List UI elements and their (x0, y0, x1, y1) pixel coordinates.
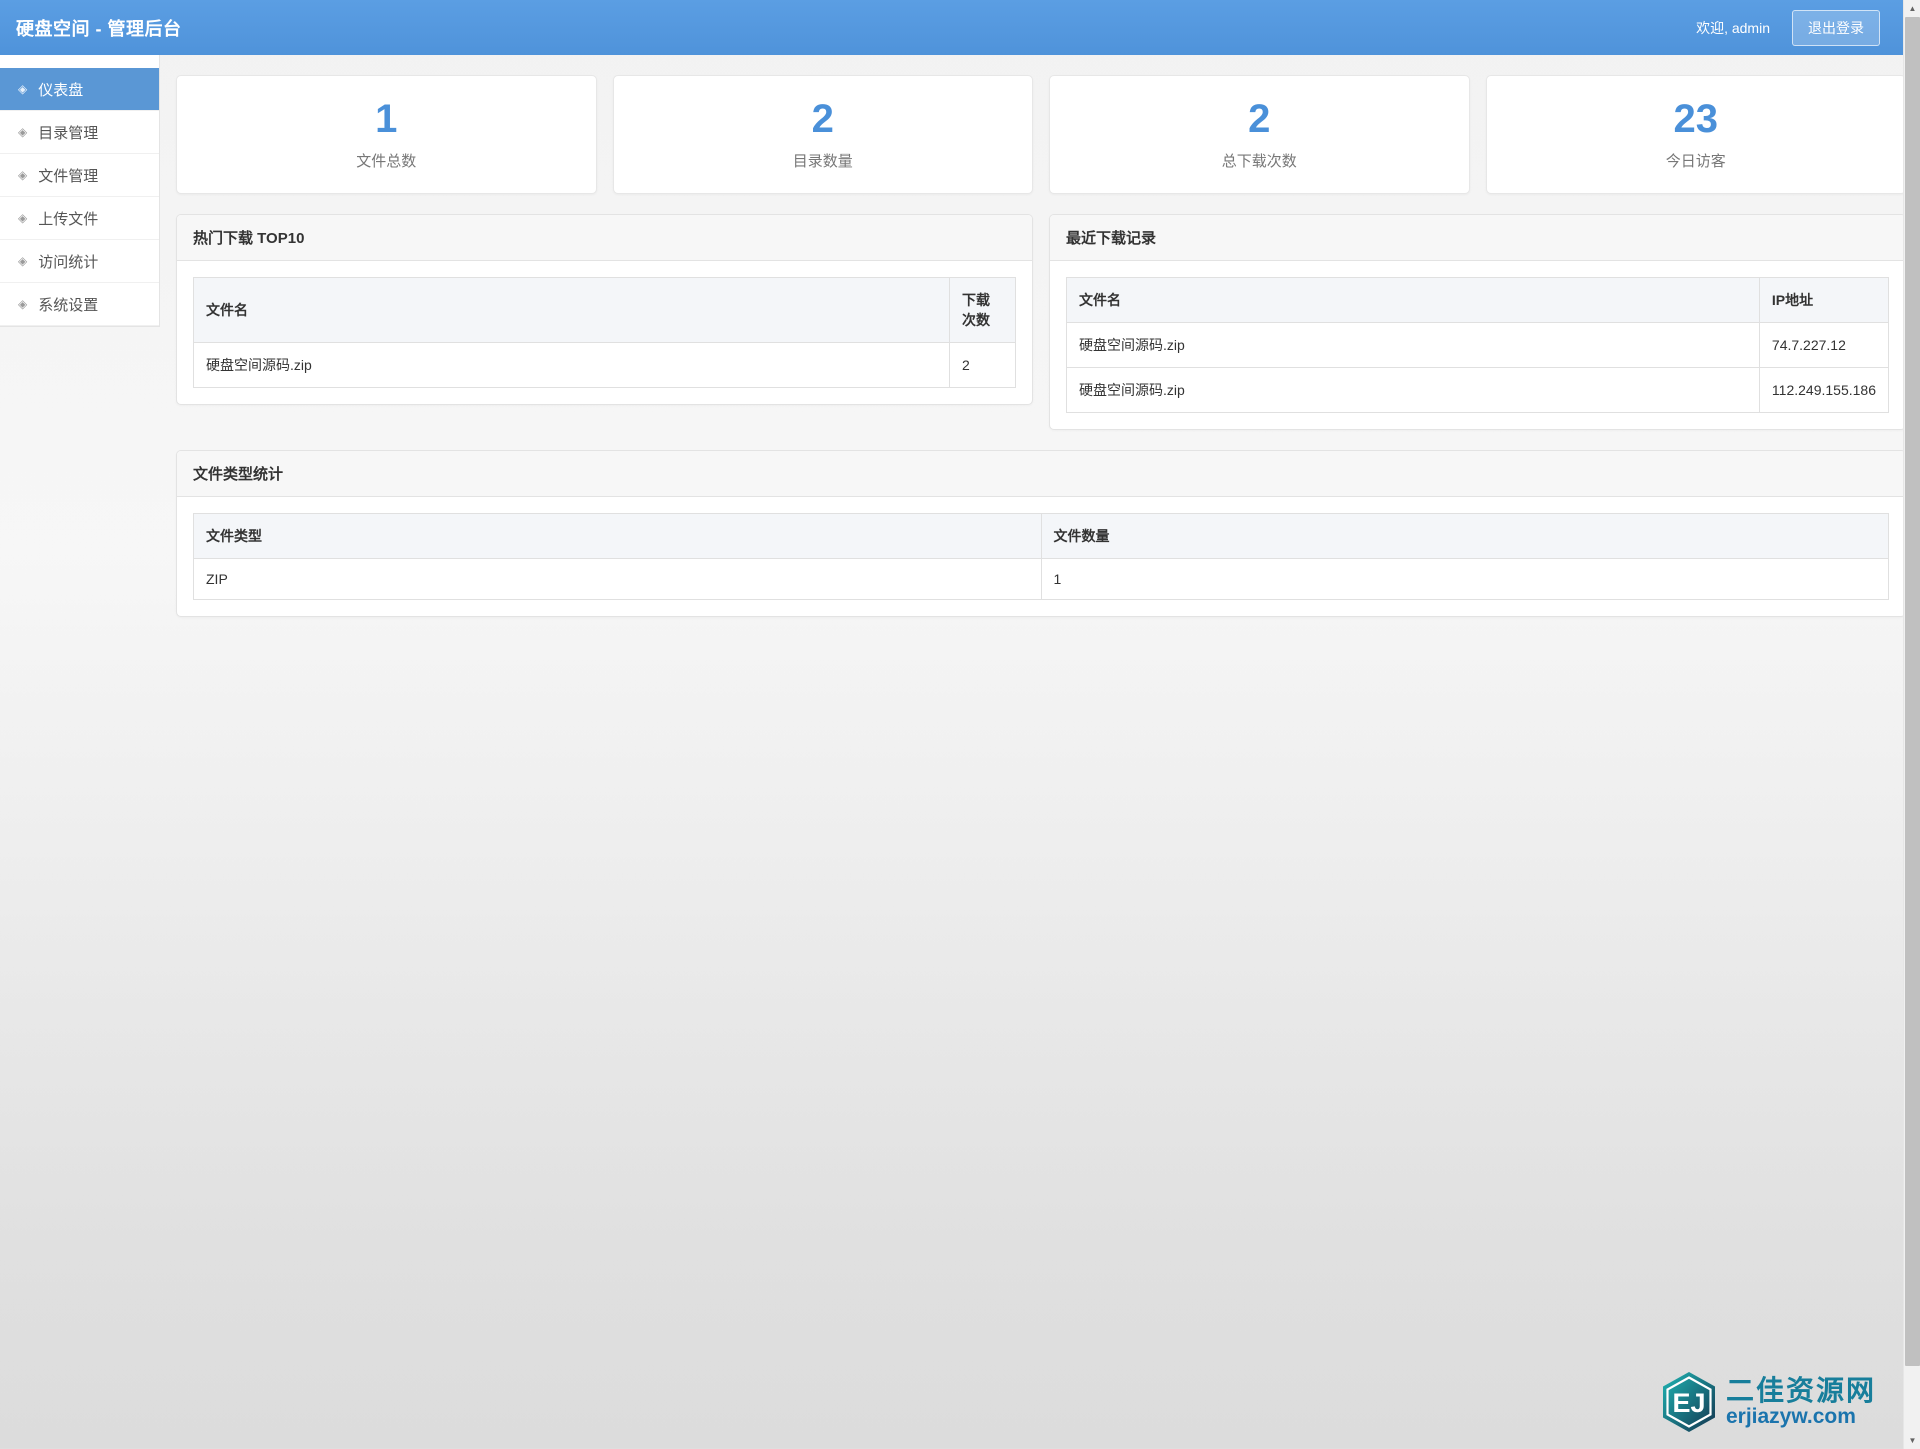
stat-value: 2 (1248, 97, 1271, 141)
site-url: erjiazyw.com (1725, 1404, 1856, 1428)
scrollbar-thumb[interactable] (1905, 17, 1920, 1366)
welcome-text: 欢迎, admin (1696, 19, 1770, 36)
stat-label: 文件总数 (356, 153, 417, 170)
cell-ip-address: 74.7.227.12 (1758, 322, 1890, 368)
panel-title: 文件类型统计 (177, 451, 1905, 497)
sidebar-item-visit-statistics[interactable]: ◈ 访问统计 (0, 240, 159, 283)
panel-file-type-statistics: 文件类型统计 文件类型 文件数量 ZIP 1 (176, 450, 1906, 617)
column-header-file-count: 文件数量 (1040, 513, 1889, 559)
sidebar-item-file-management[interactable]: ◈ 文件管理 (0, 154, 159, 197)
stats-row: 1 文件总数 2 目录数量 2 总下载次数 23 今日访客 (176, 75, 1906, 194)
stat-card-directory-count: 2 目录数量 (612, 75, 1033, 194)
stat-card-total-files: 1 文件总数 (176, 75, 597, 194)
sidebar-item-label: 系统设置 (38, 296, 99, 314)
sidebar-item-directory-management[interactable]: ◈ 目录管理 (0, 111, 159, 154)
table-row: 硬盘空间源码.zip 112.249.155.186 (1066, 367, 1890, 413)
panels-row: 热门下载 TOP10 文件名 下载次数 硬盘空间源码.zip 2 (176, 214, 1906, 430)
diamond-bullet-icon: ◈ (18, 125, 28, 139)
column-header-ip-address: IP地址 (1758, 277, 1890, 323)
hexagon-logo-icon: EJ (1662, 1372, 1715, 1432)
main-content: 1 文件总数 2 目录数量 2 总下载次数 23 今日访客 热门下载 TOP10 (160, 55, 1920, 617)
sidebar-item-system-settings[interactable]: ◈ 系统设置 (0, 283, 159, 326)
app-title: 硬盘空间 - 管理后台 (16, 18, 182, 39)
file-types-table: 文件类型 文件数量 ZIP 1 (193, 513, 1889, 600)
diamond-bullet-icon: ◈ (18, 254, 28, 268)
sidebar: ◈ 仪表盘 ◈ 目录管理 ◈ 文件管理 ◈ 上传文件 ◈ 访问统计 ◈ 系统设置 (0, 55, 160, 327)
cell-file-count: 1 (1040, 558, 1889, 600)
panel-recent-downloads: 最近下载记录 文件名 IP地址 硬盘空间源码.zip 74.7. (1049, 214, 1906, 430)
diamond-bullet-icon: ◈ (18, 211, 28, 225)
panel-title: 热门下载 TOP10 (177, 215, 1032, 261)
stat-value: 2 (811, 97, 834, 141)
sidebar-item-upload-file[interactable]: ◈ 上传文件 (0, 197, 159, 240)
stat-label: 目录数量 (792, 153, 853, 170)
panel-title: 最近下载记录 (1050, 215, 1905, 261)
stat-value: 1 (375, 97, 398, 141)
stat-label: 今日访客 (1665, 153, 1726, 170)
hot-downloads-table: 文件名 下载次数 硬盘空间源码.zip 2 (193, 277, 1016, 388)
cell-file-type: ZIP (193, 558, 1042, 600)
cell-filename: 硬盘空间源码.zip (193, 342, 950, 388)
sidebar-item-dashboard[interactable]: ◈ 仪表盘 (0, 68, 159, 111)
table-row: ZIP 1 (193, 558, 1889, 600)
site-watermark: EJ 二佳资源网 erjiazyw.com (1661, 1371, 1876, 1433)
scroll-down-arrow-icon[interactable]: ▼ (1908, 1436, 1917, 1445)
stat-label: 总下载次数 (1221, 153, 1297, 170)
stat-value: 23 (1673, 97, 1719, 141)
diamond-bullet-icon: ◈ (18, 82, 28, 96)
sidebar-item-label: 访问统计 (38, 253, 99, 271)
column-header-download-count: 下载次数 (949, 277, 1016, 343)
cell-filename: 硬盘空间源码.zip (1066, 322, 1760, 368)
sidebar-item-label: 仪表盘 (38, 81, 84, 99)
sidebar-item-label: 文件管理 (38, 167, 99, 185)
panel-body: 文件名 IP地址 硬盘空间源码.zip 74.7.227.12 硬盘空间源码.z… (1050, 261, 1905, 429)
table-row: 硬盘空间源码.zip 2 (193, 342, 1016, 388)
logo-letters: EJ (1672, 1388, 1705, 1418)
panel-body: 文件类型 文件数量 ZIP 1 (177, 497, 1905, 616)
column-header-file-type: 文件类型 (193, 513, 1042, 559)
scroll-up-arrow-icon[interactable]: ▲ (1908, 4, 1917, 13)
column-header-filename: 文件名 (1066, 277, 1760, 323)
table-row: 硬盘空间源码.zip 74.7.227.12 (1066, 322, 1890, 368)
diamond-bullet-icon: ◈ (18, 297, 28, 311)
cell-filename: 硬盘空间源码.zip (1066, 367, 1760, 413)
cell-download-count: 2 (949, 342, 1016, 388)
sidebar-item-label: 上传文件 (38, 210, 99, 228)
panel-body: 文件名 下载次数 硬盘空间源码.zip 2 (177, 261, 1032, 404)
logout-button[interactable]: 退出登录 (1792, 9, 1880, 46)
diamond-bullet-icon: ◈ (18, 168, 28, 182)
column-header-filename: 文件名 (193, 277, 950, 343)
app-body: ◈ 仪表盘 ◈ 目录管理 ◈ 文件管理 ◈ 上传文件 ◈ 访问统计 ◈ 系统设置… (0, 55, 1920, 617)
recent-downloads-table: 文件名 IP地址 硬盘空间源码.zip 74.7.227.12 硬盘空间源码.z… (1066, 277, 1890, 413)
stat-card-today-visitors: 23 今日访客 (1485, 75, 1906, 194)
top-header: 硬盘空间 - 管理后台 欢迎, admin 退出登录 (0, 0, 1920, 55)
sidebar-item-label: 目录管理 (38, 124, 99, 142)
panel-hot-downloads: 热门下载 TOP10 文件名 下载次数 硬盘空间源码.zip 2 (176, 214, 1033, 405)
site-name: 二佳资源网 (1725, 1375, 1876, 1407)
stat-card-total-downloads: 2 总下载次数 (1049, 75, 1470, 194)
cell-ip-address: 112.249.155.186 (1758, 367, 1890, 413)
vertical-scrollbar[interactable]: ▲ ▼ (1903, 0, 1920, 1449)
watermark-text: 二佳资源网 erjiazyw.com (1726, 1376, 1876, 1427)
